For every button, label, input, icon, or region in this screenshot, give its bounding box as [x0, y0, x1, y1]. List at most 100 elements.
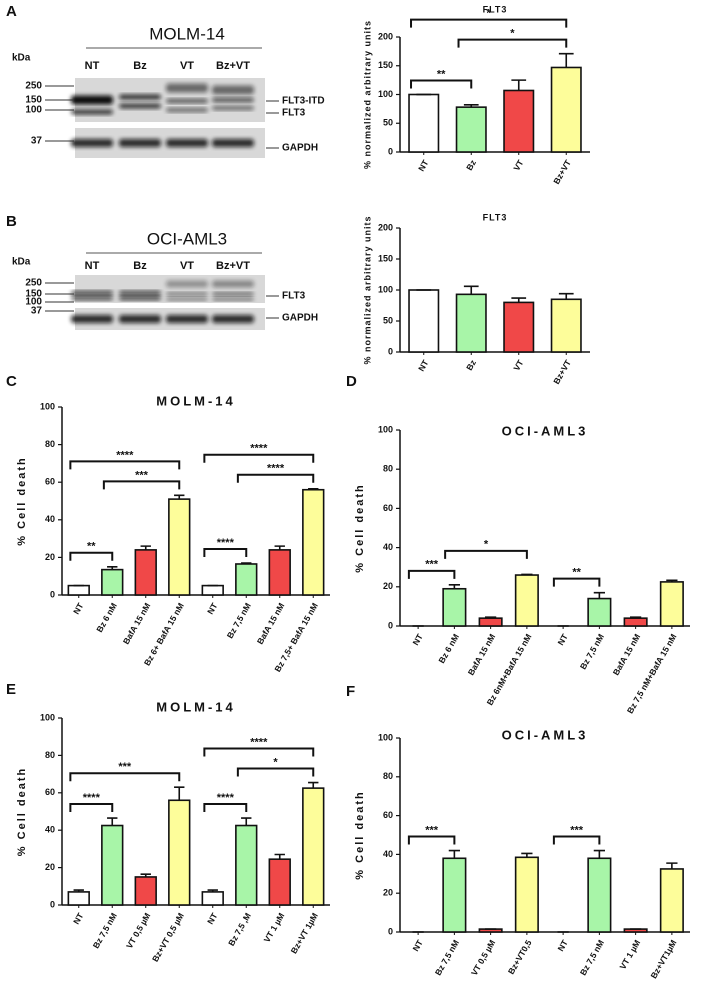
y-tick-label: 20 [45, 552, 55, 562]
y-tick-label: 80 [383, 464, 393, 474]
significance-bracket [552, 577, 601, 587]
significance-bracket [552, 835, 601, 845]
y-tick-label: 0 [388, 926, 393, 936]
significance-bracket [69, 803, 114, 813]
lane-label: Bz [133, 60, 147, 72]
y-tick-label: 80 [45, 750, 55, 760]
x-tick-label: Bz 7,5 ,M [226, 911, 253, 948]
error-bar [73, 889, 84, 892]
y-tick-label: 20 [383, 888, 393, 898]
significance-bracket [457, 38, 568, 48]
marker-label: 150 [25, 95, 42, 106]
y-tick-label: 80 [383, 771, 393, 781]
bar [550, 66, 582, 153]
error-bar [485, 616, 497, 619]
y-tick-label: 60 [383, 810, 393, 820]
error-bar [448, 849, 460, 859]
bar [659, 868, 684, 933]
y-axis-label: % Cell death [16, 456, 28, 545]
band-label: FLT3 [282, 291, 306, 302]
y-tick-label: 200 [378, 31, 393, 41]
panel-label: C [6, 373, 17, 390]
bar [408, 289, 440, 353]
y-tick-label: 100 [40, 401, 55, 411]
x-tick-label: Bz+VT 0,5 µM [150, 911, 186, 963]
y-axis-label: % normalized arbitrary units [362, 215, 372, 364]
y-tick-label: 0 [388, 346, 393, 356]
bar [408, 93, 440, 153]
y-axis-label: % Cell death [16, 767, 28, 856]
error-bar [308, 781, 319, 789]
x-tick-label: NT [416, 357, 431, 373]
chart-title: MOLM-14 [156, 393, 236, 408]
significance-label: **** [267, 463, 285, 475]
y-tick-label: 0 [388, 146, 393, 156]
error-bar [558, 292, 574, 300]
loading-label: GAPDH [282, 313, 318, 324]
bar [235, 563, 258, 596]
y-tick-label: 50 [383, 118, 393, 128]
y-tick-label: 0 [50, 899, 55, 909]
blot-band [212, 315, 254, 323]
bar [659, 581, 684, 627]
blot-band [71, 109, 113, 115]
x-tick-label: NT [71, 910, 86, 926]
error-bar [593, 849, 605, 859]
blot-band [212, 98, 254, 102]
y-tick-label: 60 [383, 503, 393, 513]
lane-label: Bz+VT [216, 260, 250, 272]
bar [101, 568, 124, 596]
bar [268, 549, 291, 596]
error-bar [241, 562, 252, 564]
significance-label: ** [87, 541, 96, 553]
blot-band [71, 296, 113, 300]
blot-band [166, 108, 208, 112]
significance-label: ** [572, 567, 581, 579]
error-bar [308, 487, 319, 490]
x-tick-label: NT [555, 631, 570, 647]
error-bar [174, 786, 185, 801]
bar [168, 799, 191, 906]
error-bar [207, 889, 218, 892]
x-tick-label: VT 1 µM [262, 911, 287, 944]
y-tick-label: 40 [45, 825, 55, 835]
bar [503, 301, 535, 353]
blot-band [166, 297, 208, 301]
error-bar [463, 285, 479, 295]
bar [478, 617, 503, 627]
lane-label: NT [85, 260, 100, 272]
lane-label: VT [180, 260, 194, 272]
lane-label: VT [180, 60, 194, 72]
bar [201, 891, 224, 906]
x-tick-label: NT [205, 600, 220, 616]
significance-label: *** [118, 761, 132, 773]
significance-label: **** [116, 449, 134, 461]
significance-bracket [102, 480, 181, 490]
significance-label: *** [425, 559, 439, 571]
blot-band [212, 292, 254, 296]
chart-title: FLT3 [483, 4, 508, 14]
bar [168, 498, 191, 596]
x-tick-label: NT [555, 937, 570, 953]
blot-band [212, 139, 254, 147]
blot-band [166, 280, 208, 288]
significance-bracket [236, 473, 315, 483]
significance-bracket [203, 453, 315, 463]
y-tick-label: 20 [45, 862, 55, 872]
x-tick-label: VT 1 µM [617, 938, 642, 971]
bar [67, 584, 90, 596]
significance-label: ** [437, 68, 446, 80]
panel-label: A [6, 3, 17, 20]
panel-label: D [346, 373, 357, 390]
blot-band [166, 139, 208, 147]
blot-band [166, 83, 208, 93]
panel-label: B [6, 213, 17, 230]
y-tick-label: 80 [45, 439, 55, 449]
blot-band [71, 315, 113, 323]
marker-label: 250 [25, 81, 42, 92]
bar [101, 824, 124, 906]
x-tick-label: Bz 7,5 nM [91, 911, 119, 950]
bar [623, 617, 648, 627]
significance-bracket [236, 767, 315, 777]
error-bar [140, 873, 151, 877]
